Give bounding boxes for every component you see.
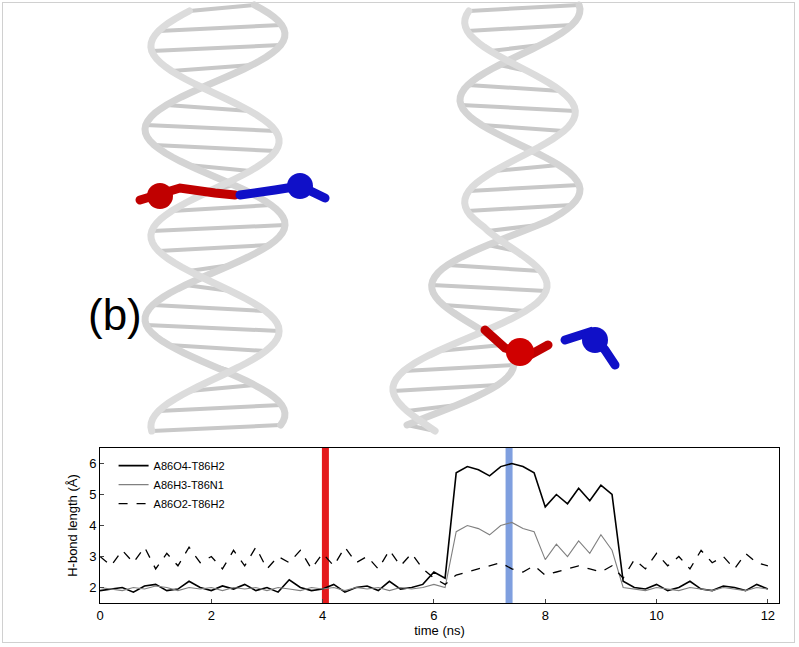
svg-text:6: 6 bbox=[89, 456, 96, 471]
svg-text:2: 2 bbox=[208, 608, 215, 623]
svg-text:8: 8 bbox=[542, 608, 549, 623]
svg-text:4: 4 bbox=[319, 608, 326, 623]
svg-text:12: 12 bbox=[761, 608, 775, 623]
svg-text:10: 10 bbox=[649, 608, 663, 623]
svg-text:A86O2-T86H2: A86O2-T86H2 bbox=[154, 498, 225, 510]
svg-text:6: 6 bbox=[430, 608, 437, 623]
svg-text:2: 2 bbox=[89, 580, 96, 595]
svg-text:A86O4-T86H2: A86O4-T86H2 bbox=[154, 460, 225, 472]
svg-text:(b): (b) bbox=[88, 290, 142, 339]
svg-text:H-bond length (Å): H-bond length (Å) bbox=[65, 474, 80, 577]
svg-text:5: 5 bbox=[89, 487, 96, 502]
svg-text:A86H3-T86N1: A86H3-T86N1 bbox=[154, 479, 224, 491]
svg-text:0: 0 bbox=[96, 608, 103, 623]
svg-text:time (ns): time (ns) bbox=[414, 623, 465, 638]
svg-text:3: 3 bbox=[89, 549, 96, 564]
svg-text:4: 4 bbox=[89, 518, 96, 533]
